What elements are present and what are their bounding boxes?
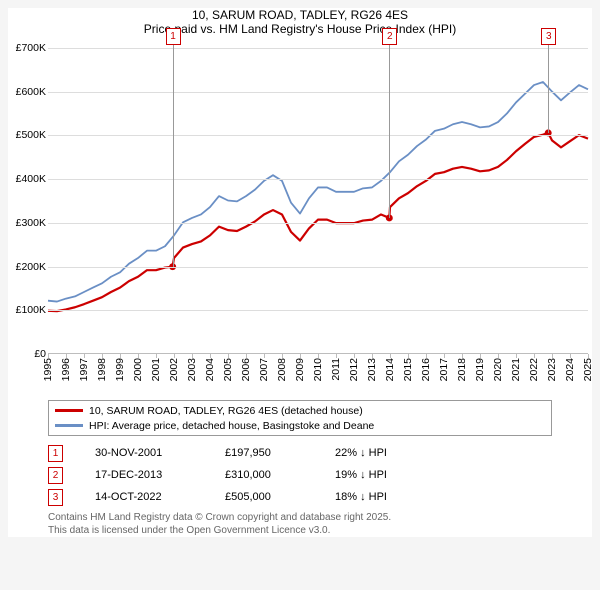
x-axis-label: 2007 [264,354,265,396]
sales-table: 1 30-NOV-2001£197,95022% ↓ HPI 2 17-DEC-201… [48,442,552,508]
title-address: 10, SARUM ROAD, TADLEY, RG26 4ES [8,8,592,22]
sale-delta: 18% ↓ HPI [335,491,445,503]
x-axis-label: 2009 [300,354,301,396]
legend-label: 10, SARUM ROAD, TADLEY, RG26 4ES (detach… [89,405,363,417]
legend-label: HPI: Average price, detached house, Basi… [89,420,374,432]
x-axis-label: 2015 [408,354,409,396]
footer-line1: Contains HM Land Registry data © Crown c… [48,512,552,525]
sale-delta: 22% ↓ HPI [335,447,445,459]
x-axis-label: 2013 [372,354,373,396]
sale-marker-1: 1 [166,28,181,45]
legend: 10, SARUM ROAD, TADLEY, RG26 4ES (detach… [48,400,552,436]
x-axis-label: 2022 [534,354,535,396]
x-axis-label: 2014 [390,354,391,396]
x-axis-label: 2025 [588,354,589,396]
x-axis-label: 2016 [426,354,427,396]
sale-date: 30-NOV-2001 [95,447,225,459]
sale-row: 3 14-OCT-2022£505,00018% ↓ HPI [48,486,552,508]
x-axis-label: 2021 [516,354,517,396]
sale-index: 3 [48,489,63,506]
x-axis-label: 2008 [282,354,283,396]
sale-row: 1 30-NOV-2001£197,95022% ↓ HPI [48,442,552,464]
y-axis-label: £100K [16,304,46,316]
x-axis-label: 2011 [336,354,337,396]
sale-index: 2 [48,467,63,484]
x-axis-label: 1996 [66,354,67,396]
legend-row: HPI: Average price, detached house, Basi… [55,418,545,433]
x-axis-label: 2005 [228,354,229,396]
chart-area: 123 £0£100K£200K£300K£400K£500K£600K£700… [8,36,592,396]
x-axis-label: 2019 [480,354,481,396]
sale-marker-2: 2 [382,28,397,45]
sale-date: 17-DEC-2013 [95,469,225,481]
y-axis-label: £200K [16,261,46,273]
x-axis-label: 2006 [246,354,247,396]
y-axis-label: £400K [16,173,46,185]
footer-line2: This data is licensed under the Open Gov… [48,525,552,538]
title-block: 10, SARUM ROAD, TADLEY, RG26 4ES Price p… [8,8,592,36]
y-axis-label: £600K [16,86,46,98]
sale-price: £505,000 [225,491,335,503]
x-axis-label: 2000 [138,354,139,396]
chart-container: 10, SARUM ROAD, TADLEY, RG26 4ES Price p… [8,8,592,537]
x-axis-label: 2024 [570,354,571,396]
footer-attribution: Contains HM Land Registry data © Crown c… [48,512,552,537]
sale-delta: 19% ↓ HPI [335,469,445,481]
x-axis-label: 2018 [462,354,463,396]
legend-swatch [55,409,83,412]
x-axis-label: 2003 [192,354,193,396]
sale-row: 2 17-DEC-2013£310,00019% ↓ HPI [48,464,552,486]
x-axis-label: 1998 [102,354,103,396]
x-axis-label: 2002 [174,354,175,396]
y-axis-label: £300K [16,217,46,229]
series-hpi [48,82,588,302]
x-axis-label: 1997 [84,354,85,396]
y-axis-label: £500K [16,129,46,141]
x-axis-label: 2004 [210,354,211,396]
legend-row: 10, SARUM ROAD, TADLEY, RG26 4ES (detach… [55,403,545,418]
x-axis-label: 2001 [156,354,157,396]
sale-index: 1 [48,445,63,462]
y-axis-label: £700K [16,42,46,54]
x-axis-label: 2010 [318,354,319,396]
line-series [48,48,588,353]
x-axis-label: 2012 [354,354,355,396]
legend-swatch [55,424,83,427]
x-axis-label: 2017 [444,354,445,396]
sale-price: £197,950 [225,447,335,459]
x-axis-label: 1995 [48,354,49,396]
sale-price: £310,000 [225,469,335,481]
x-axis-label: 1999 [120,354,121,396]
sale-date: 14-OCT-2022 [95,491,225,503]
title-subtitle: Price paid vs. HM Land Registry's House … [8,22,592,36]
x-axis-label: 2023 [552,354,553,396]
sale-marker-3: 3 [541,28,556,45]
x-axis-label: 2020 [498,354,499,396]
plot-region: 123 [48,48,588,354]
